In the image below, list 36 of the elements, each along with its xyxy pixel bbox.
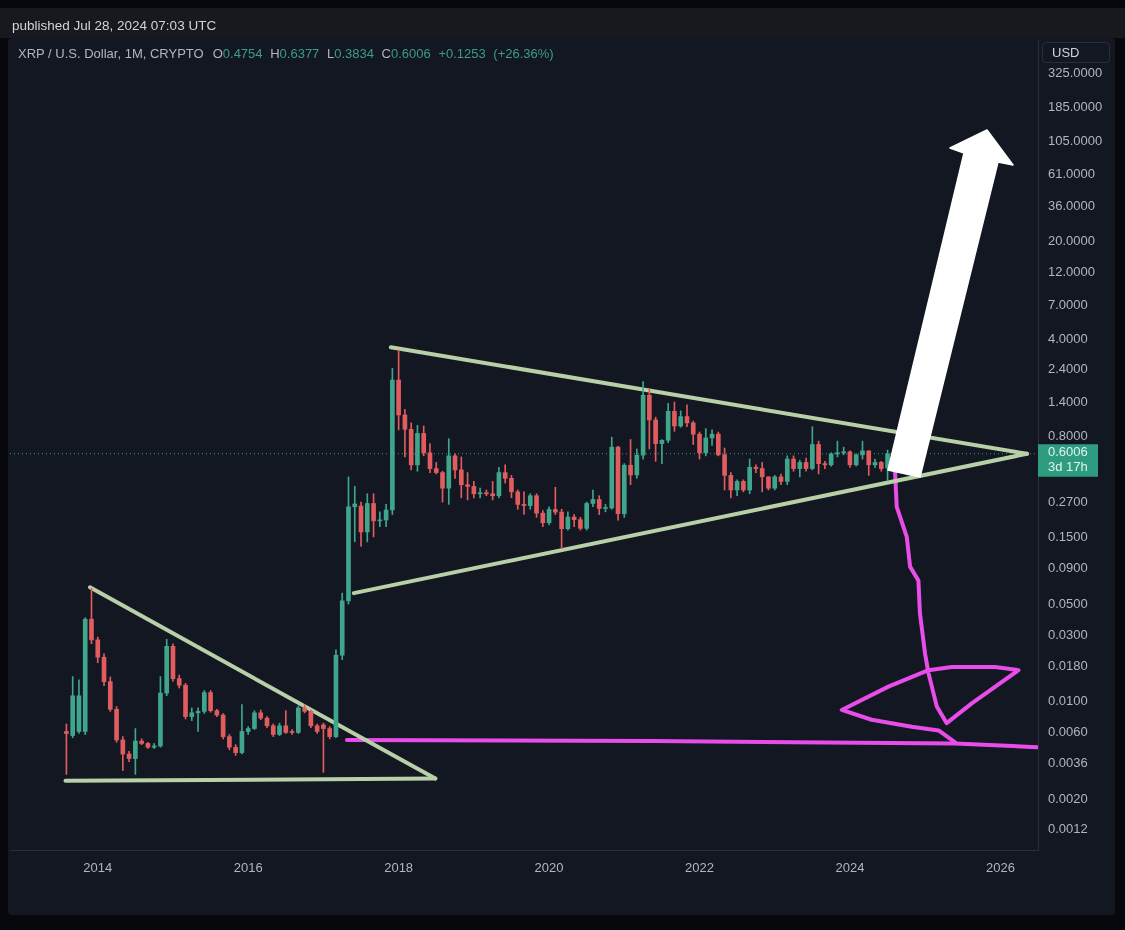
- y-tick-label: 20.0000: [1048, 233, 1095, 249]
- text: O0.4754 H0.6377 L0.3834 C0.6006 +0.1253 (+26.36%): [212, 46, 554, 61]
- y-tick-label: 0.0180: [1048, 657, 1088, 673]
- y-tick-label: 0.0300: [1048, 626, 1088, 642]
- y-tick-label: 325.0000: [1048, 64, 1103, 80]
- y-tick-label: 1.4000: [1048, 394, 1088, 410]
- text: published Jul 28, 2024 07:03 UTC: [12, 18, 217, 33]
- y-axis-title: USD: [1042, 42, 1110, 63]
- y-tick-label: 0.0500: [1048, 595, 1088, 611]
- y-tick-label: 2.4000: [1048, 361, 1088, 377]
- y-tick-label: 0.1500: [1048, 529, 1088, 545]
- y-tick-label: 0.0060: [1048, 724, 1088, 740]
- y-tick-label: 7.0000: [1048, 296, 1088, 312]
- y-tick-label: 61.0000: [1048, 165, 1095, 181]
- y-tick-label: 105.0000: [1048, 132, 1103, 148]
- y-tick-label: 0.8000: [1048, 427, 1088, 443]
- y-tick-label: 0.0012: [1048, 821, 1088, 837]
- text: XRP / U.S. Dollar, 1M, CRYPTO: [18, 46, 204, 61]
- y-tick-label: 0.0900: [1048, 560, 1088, 576]
- x-tick-label: 2022: [685, 860, 714, 876]
- y-tick-label: 0.0100: [1048, 693, 1088, 709]
- x-tick-label: 2026: [985, 860, 1015, 876]
- x-tick-label: 2016: [233, 860, 263, 876]
- y-tick-label: 4.0000: [1048, 330, 1088, 346]
- x-tick-label: 2020: [534, 860, 564, 876]
- y-tick-label: 36.0000: [1048, 197, 1095, 213]
- y-tick-label: 12.0000: [1048, 264, 1095, 280]
- x-tick-label: 2018: [384, 860, 414, 876]
- ref-line-label: 0.6006: [1048, 444, 1088, 460]
- y-tick-label: 0.2700: [1048, 493, 1088, 509]
- x-tick-label: 2014: [83, 860, 113, 876]
- x-tick-label: 2024: [835, 860, 865, 876]
- y-tick-label: 185.0000: [1048, 98, 1103, 114]
- y-tick-label: 0.0036: [1048, 754, 1088, 770]
- text: 3d 17h: [1048, 458, 1088, 474]
- y-tick-label: 0.0020: [1048, 790, 1088, 806]
